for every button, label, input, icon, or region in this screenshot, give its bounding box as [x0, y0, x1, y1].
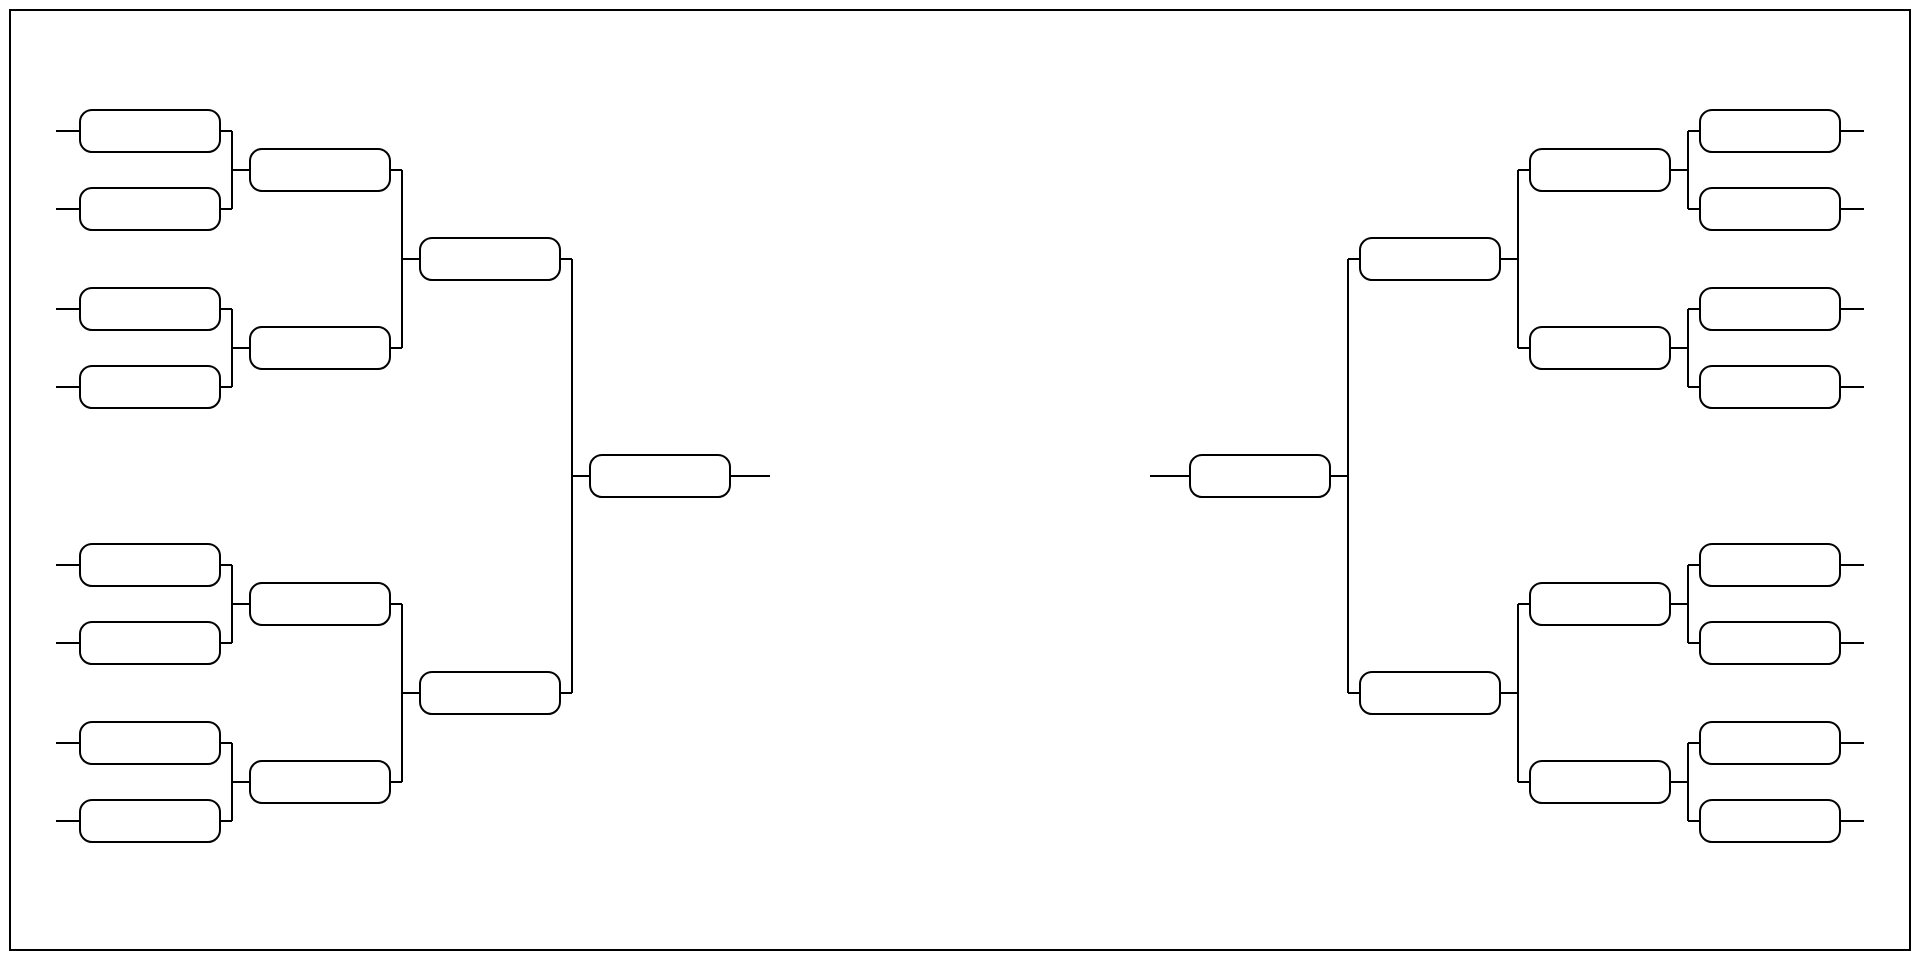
right-r2-slot-3: [1530, 583, 1670, 625]
right-r1-slot-3: [1700, 288, 1840, 330]
right-r1-slot-5: [1700, 544, 1840, 586]
right-r1-slot-4: [1700, 366, 1840, 408]
left-r4-slot-1: [590, 455, 730, 497]
right-r4-slot-1: [1190, 455, 1330, 497]
right-r1-slot-2: [1700, 188, 1840, 230]
left-r1-slot-7: [80, 722, 220, 764]
right-r3-slot-2: [1360, 672, 1500, 714]
left-r2-slot-4: [250, 761, 390, 803]
left-r1-slot-4: [80, 366, 220, 408]
right-r1-slot-1: [1700, 110, 1840, 152]
right-r2-slot-4: [1530, 761, 1670, 803]
right-r2-slot-1: [1530, 149, 1670, 191]
left-r1-slot-6: [80, 622, 220, 664]
left-r1-slot-8: [80, 800, 220, 842]
right-r3-slot-1: [1360, 238, 1500, 280]
right-r1-slot-8: [1700, 800, 1840, 842]
right-r1-slot-6: [1700, 622, 1840, 664]
left-r2-slot-2: [250, 327, 390, 369]
right-r2-slot-2: [1530, 327, 1670, 369]
left-r1-slot-3: [80, 288, 220, 330]
left-r3-slot-1: [420, 238, 560, 280]
tournament-bracket: [0, 0, 1920, 960]
left-r2-slot-3: [250, 583, 390, 625]
right-r1-slot-7: [1700, 722, 1840, 764]
left-r3-slot-2: [420, 672, 560, 714]
left-r1-slot-1: [80, 110, 220, 152]
left-r1-slot-2: [80, 188, 220, 230]
left-r1-slot-5: [80, 544, 220, 586]
left-r2-slot-1: [250, 149, 390, 191]
